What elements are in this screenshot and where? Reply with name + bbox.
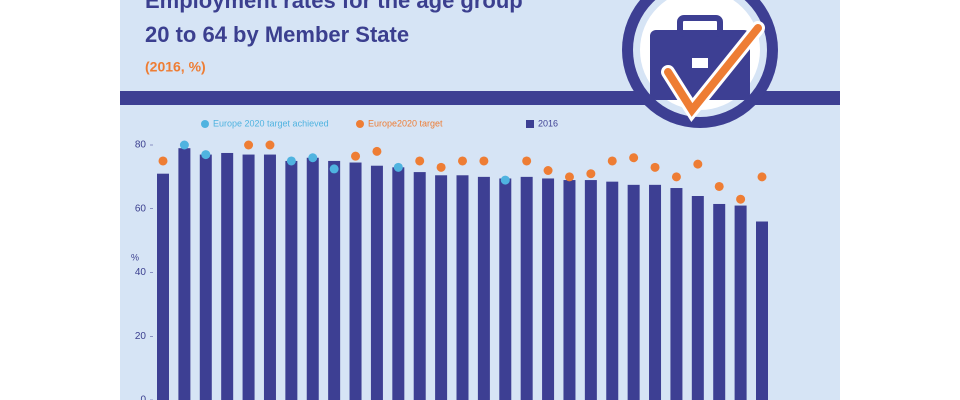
target-dot	[329, 164, 339, 174]
bar	[306, 157, 319, 400]
chart-subtitle: 20 to 64 by Member State	[145, 22, 409, 47]
target-dot	[393, 162, 403, 172]
legend-swatch	[201, 120, 209, 128]
target-dot	[736, 194, 746, 204]
target-dot	[522, 156, 532, 166]
bar	[584, 180, 597, 400]
target-dot	[458, 156, 467, 166]
target-dot	[564, 172, 574, 182]
target-dot	[629, 153, 639, 163]
legend-label: 2016	[538, 118, 558, 128]
bar	[606, 181, 619, 400]
legend-label: Europe 2020 target achieved	[213, 118, 329, 128]
bar	[670, 188, 683, 400]
target-dot	[479, 156, 489, 166]
target-dot	[671, 172, 681, 182]
bar	[242, 154, 255, 400]
bar	[285, 160, 298, 400]
target-dot	[265, 140, 275, 150]
target-dot	[650, 162, 660, 172]
y-axis-label: %	[131, 252, 139, 262]
bar	[370, 165, 383, 400]
target-dot	[607, 156, 617, 166]
y-tick-label: 40	[135, 267, 147, 278]
bar	[413, 172, 426, 400]
chart-note: (2016, %)	[145, 59, 206, 75]
target-dot	[158, 156, 168, 166]
bar	[691, 196, 704, 400]
y-tick-label: 0	[140, 395, 146, 400]
briefcase-icon	[622, 0, 778, 128]
bar	[392, 167, 405, 400]
target-dot	[201, 150, 211, 160]
bar	[563, 180, 576, 400]
bar	[756, 221, 768, 400]
target-dot	[693, 159, 703, 169]
bar	[221, 152, 234, 400]
target-dot	[436, 162, 446, 172]
target-dot	[244, 140, 254, 150]
bar	[477, 176, 490, 400]
bar	[263, 154, 276, 400]
bar	[542, 178, 555, 400]
target-dot	[179, 140, 189, 150]
target-dot	[714, 181, 724, 191]
bar	[435, 175, 448, 400]
chart-title: Employment rates for the age group	[145, 0, 523, 13]
bar	[649, 184, 662, 400]
target-dot	[286, 156, 296, 166]
target-dot	[415, 156, 425, 166]
target-dot	[757, 172, 767, 182]
y-tick-label: 80	[135, 140, 147, 151]
y-tick-label: 20	[135, 331, 147, 342]
bar	[157, 173, 169, 400]
y-tick-label: 60	[135, 203, 147, 214]
target-dot	[351, 151, 361, 161]
bar	[734, 205, 747, 400]
bar	[199, 154, 212, 400]
target-dot	[308, 153, 318, 163]
bar	[456, 175, 469, 400]
bar	[713, 203, 726, 400]
bar	[499, 178, 512, 400]
bar	[178, 148, 191, 400]
legend-swatch	[526, 120, 534, 128]
target-dot	[500, 175, 510, 185]
legend-swatch	[356, 120, 364, 128]
legend-label: Europe2020 target	[368, 118, 443, 128]
target-dot	[372, 146, 382, 156]
bar	[627, 184, 640, 400]
target-dot	[586, 169, 596, 179]
bar	[328, 160, 341, 400]
bar	[349, 162, 362, 400]
bar	[520, 176, 533, 400]
target-dot	[543, 166, 553, 175]
